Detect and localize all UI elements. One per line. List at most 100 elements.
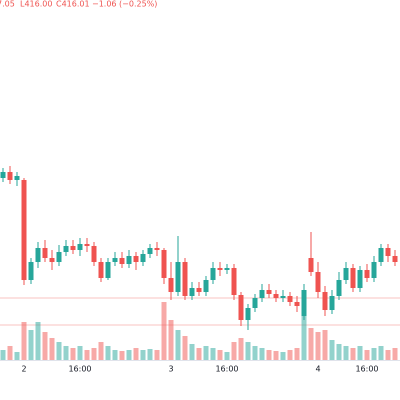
- volume-bar: [154, 350, 160, 360]
- candle-body: [385, 248, 391, 256]
- volume-bar: [21, 322, 27, 360]
- volume-bar: [273, 351, 279, 360]
- volume-bar: [105, 346, 111, 360]
- candle-body: [63, 246, 69, 252]
- volume-bar: [301, 312, 307, 360]
- candle-body: [0, 172, 6, 178]
- volume-bar: [119, 351, 125, 360]
- candle-body: [119, 258, 125, 264]
- candle-body: [217, 268, 223, 270]
- candle-body: [231, 268, 237, 295]
- volume-bar: [364, 350, 370, 360]
- volume-bar: [91, 348, 97, 360]
- ohlc-legend: C416.01: [56, 0, 90, 9]
- volume-bar: [287, 350, 293, 360]
- volume-bar: [378, 346, 384, 360]
- volume-bar: [0, 350, 6, 360]
- candle-body: [105, 262, 111, 278]
- x-tick-label: 4: [315, 365, 320, 374]
- candle-body: [308, 258, 314, 272]
- volume-bar: [35, 322, 41, 360]
- volume-bar: [217, 350, 223, 360]
- volume-bar: [49, 338, 55, 360]
- volume-bar: [98, 342, 104, 360]
- candle-body: [315, 272, 321, 292]
- candle-body: [70, 246, 76, 250]
- volume-bar: [322, 330, 328, 360]
- volume-bar: [140, 350, 146, 360]
- candle-body: [14, 176, 20, 180]
- candle-body: [189, 288, 195, 296]
- candle-body: [252, 298, 258, 308]
- volume-bar: [266, 350, 272, 360]
- volume-bar: [168, 320, 174, 360]
- candle-body: [126, 256, 132, 264]
- volume-bar: [245, 342, 251, 360]
- volume-bar: [308, 328, 314, 360]
- volume-bar: [196, 348, 202, 360]
- candle-body: [161, 250, 167, 278]
- volume-bar: [56, 342, 62, 360]
- candle-body: [7, 172, 13, 180]
- volume-bar: [329, 340, 335, 360]
- volume-bar: [385, 350, 391, 360]
- candle-body: [98, 262, 104, 278]
- volume-bar: [343, 346, 349, 360]
- candle-body: [280, 296, 286, 298]
- candle-body: [357, 270, 363, 288]
- volume-bar: [210, 348, 216, 360]
- volume-bar: [70, 348, 76, 360]
- volume-bar: [357, 346, 363, 360]
- volume-bar: [182, 336, 188, 360]
- volume-bar: [238, 338, 244, 360]
- candle-body: [273, 294, 279, 298]
- candle-body: [224, 268, 230, 270]
- volume-bar: [77, 346, 83, 360]
- x-tick-label: 3: [168, 365, 173, 374]
- volume-bar: [63, 346, 69, 360]
- volume-bar: [112, 350, 118, 360]
- candle-body: [245, 308, 251, 320]
- candle-body: [364, 270, 370, 278]
- candle-body: [371, 262, 377, 278]
- candle-body: [175, 262, 181, 292]
- volume-bar: [350, 348, 356, 360]
- volume-bar: [14, 352, 20, 360]
- volume-bar: [133, 348, 139, 360]
- volume-bar: [28, 330, 34, 360]
- candle-body: [91, 246, 97, 262]
- candle-body: [301, 290, 307, 316]
- volume-bar: [294, 348, 300, 360]
- candle-body: [147, 248, 153, 254]
- candle-body: [133, 256, 139, 262]
- volume-bar: [147, 349, 153, 360]
- volume-bar: [126, 350, 132, 360]
- ohlc-legend: 7.05: [0, 0, 15, 9]
- candle-body: [238, 295, 244, 320]
- volume-bar: [259, 348, 265, 360]
- volume-bar: [371, 348, 377, 360]
- candle-body: [56, 252, 62, 262]
- candle-body: [84, 244, 90, 246]
- candle-body: [196, 288, 202, 292]
- candle-body: [392, 256, 398, 262]
- candle-body: [350, 268, 356, 288]
- candle-body: [35, 248, 41, 262]
- candle-body: [329, 296, 335, 310]
- volume-bar: [280, 352, 286, 360]
- candle-body: [49, 258, 55, 262]
- candle-body: [343, 268, 349, 280]
- candle-body: [322, 292, 328, 310]
- volume-bar: [42, 332, 48, 360]
- candle-body: [42, 248, 48, 258]
- candle-body: [112, 258, 118, 262]
- volume-bar: [336, 344, 342, 360]
- ohlc-legend: L416.00: [20, 0, 52, 9]
- x-tick-label: 16:00: [68, 365, 91, 374]
- x-tick-label: 16:00: [355, 365, 378, 374]
- volume-bar: [7, 346, 13, 360]
- candle-body: [287, 296, 293, 302]
- volume-bar: [392, 348, 398, 360]
- candle-body: [140, 254, 146, 262]
